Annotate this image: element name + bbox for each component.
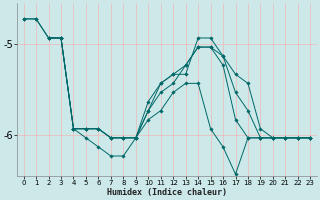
X-axis label: Humidex (Indice chaleur): Humidex (Indice chaleur) [107, 188, 227, 197]
